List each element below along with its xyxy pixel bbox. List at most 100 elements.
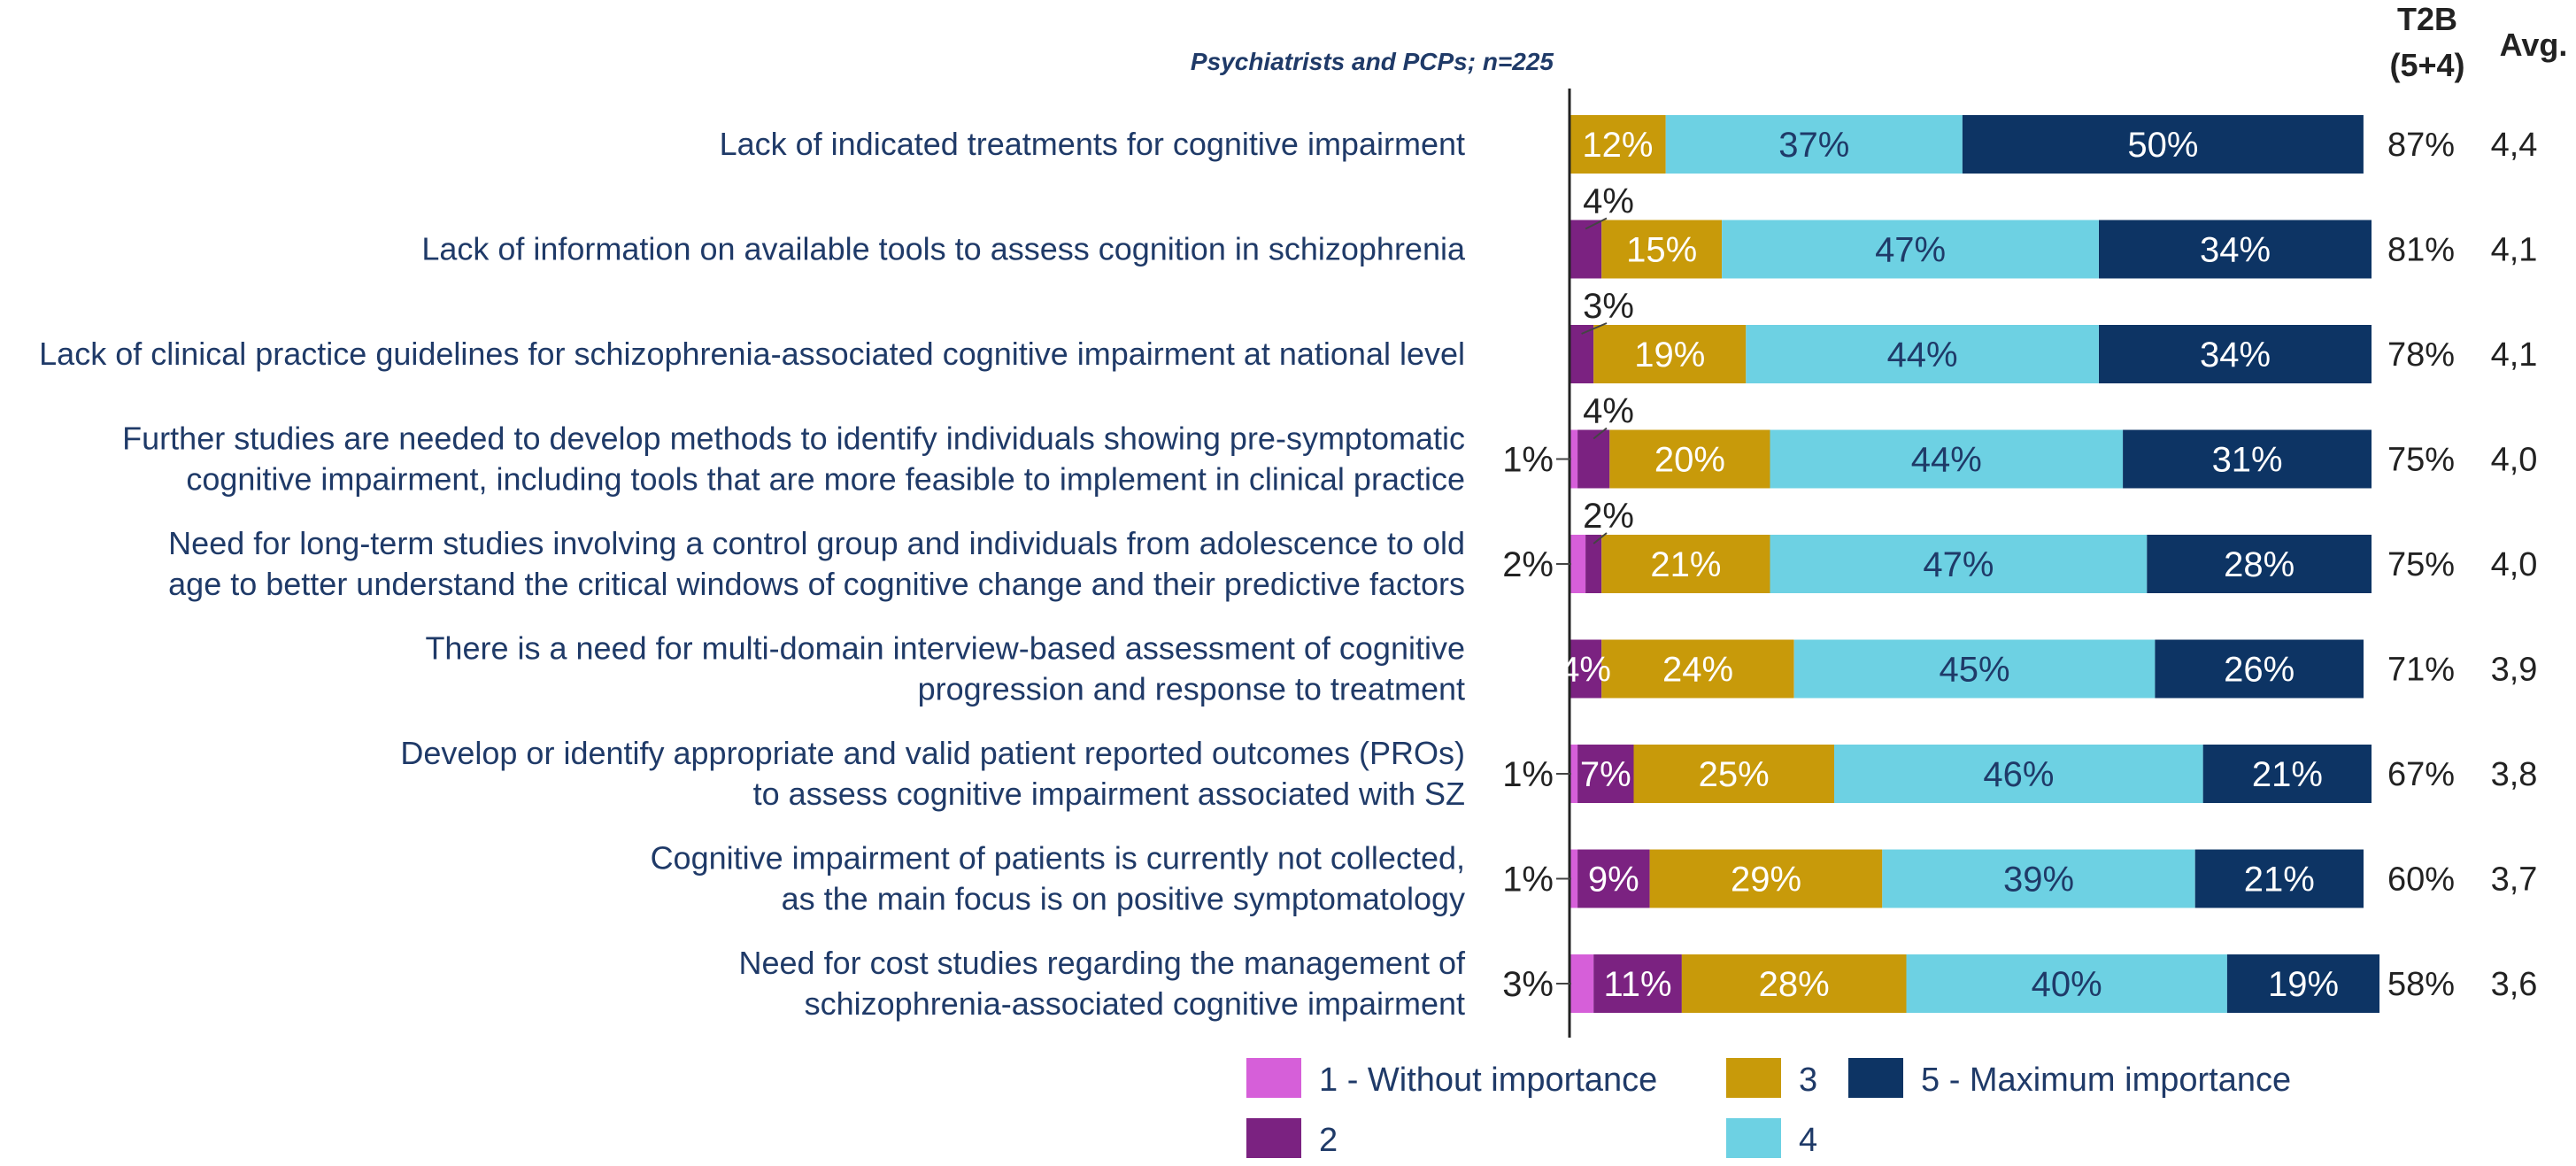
data-label: 29% xyxy=(1731,861,1801,900)
data-label: 44% xyxy=(1911,441,1982,480)
bar-segment-5 xyxy=(2194,849,2364,908)
data-label: 19% xyxy=(2268,965,2339,1004)
t2b-value: 75% xyxy=(2387,442,2455,479)
data-label: 4% xyxy=(1560,651,1611,690)
data-label: 46% xyxy=(1983,755,2054,794)
category-label: Further studies are needed to develop me… xyxy=(122,421,1465,457)
data-label: 9% xyxy=(1588,861,1639,900)
t2b-value: 81% xyxy=(2387,232,2455,269)
t2b-value: 78% xyxy=(2387,336,2455,374)
legend-swatch xyxy=(1848,1058,1903,1098)
bar-segment-4 xyxy=(1722,220,2099,279)
data-label: 19% xyxy=(1634,336,1705,375)
category-label: Lack of clinical practice guidelines for… xyxy=(39,336,1465,372)
bar-segment-5 xyxy=(2202,745,2372,803)
data-label: 34% xyxy=(2200,231,2271,270)
category-label: as the main focus is on positive symptom… xyxy=(782,881,1465,917)
category-label: Need for long-term studies involving a c… xyxy=(168,525,1465,561)
bar-segment-2 xyxy=(1570,220,1602,279)
data-label: 34% xyxy=(2200,336,2271,375)
legend-label: 1 - Without importance xyxy=(1319,1062,1657,1099)
data-label-outside: 1% xyxy=(1502,441,1554,480)
bar-segment-5 xyxy=(2155,639,2364,699)
data-label: 47% xyxy=(1875,231,1946,270)
avg-value: 4,0 xyxy=(2491,442,2538,479)
bar-segment-2 xyxy=(1570,639,1602,699)
bar-segment-4 xyxy=(1665,115,1963,174)
bar-segment-4 xyxy=(1882,849,2195,908)
legend-swatch xyxy=(1726,1118,1781,1158)
label-leader-line xyxy=(1585,217,1608,230)
t2b-value: 60% xyxy=(2387,861,2455,899)
legend-label: 2 xyxy=(1319,1122,1338,1159)
data-label: 21% xyxy=(1650,545,1721,584)
data-label: 50% xyxy=(2127,126,2198,165)
bar-segment-1 xyxy=(1570,954,1594,1013)
legend-label: 4 xyxy=(1799,1122,1817,1159)
category-label: There is a need for multi-domain intervi… xyxy=(425,630,1465,667)
bar-segment-3 xyxy=(1649,849,1883,908)
label-leader-line xyxy=(1581,322,1608,335)
bar-segment-2 xyxy=(1570,325,1594,383)
legend-swatch xyxy=(1726,1058,1781,1098)
bar-segment-3 xyxy=(1681,954,1907,1013)
data-label: 20% xyxy=(1654,441,1725,480)
category-label: Need for cost studies regarding the mana… xyxy=(739,945,1466,981)
bar-segment-1 xyxy=(1570,849,1578,908)
avg-value: 4,1 xyxy=(2491,336,2538,374)
avg-value: 4,1 xyxy=(2491,232,2538,269)
avg-value: 4,0 xyxy=(2491,546,2538,583)
t2b-value: 67% xyxy=(2387,756,2455,793)
t2b-value: 87% xyxy=(2387,127,2455,164)
data-label: 31% xyxy=(2212,441,2283,480)
data-label: 28% xyxy=(1759,965,1830,1004)
bar-segment-5 xyxy=(2226,954,2379,1013)
bar-segment-2 xyxy=(1577,849,1650,908)
t2b-header-sub: (5+4) xyxy=(2389,47,2464,83)
bar-segment-3 xyxy=(1601,220,1723,279)
data-label: 7% xyxy=(1580,755,1631,794)
bar-segment-4 xyxy=(1770,429,2124,489)
data-label: 25% xyxy=(1699,755,1770,794)
data-label-above: 4% xyxy=(1583,392,1634,431)
label-leader-line xyxy=(1593,427,1608,440)
bar-segment-2 xyxy=(1577,429,1610,489)
data-label-outside: 3% xyxy=(1502,965,1554,1004)
data-label: 40% xyxy=(2032,965,2102,1004)
bar-segment-5 xyxy=(1962,115,2364,174)
bar-segment-1 xyxy=(1570,745,1578,803)
data-label: 11% xyxy=(1603,965,1671,1004)
bar-segment-4 xyxy=(1906,954,2227,1013)
category-label: Lack of indicated treatments for cogniti… xyxy=(720,126,1465,162)
t2b-value: 75% xyxy=(2387,546,2455,583)
legend-label: 3 xyxy=(1799,1062,1817,1099)
data-label: 12% xyxy=(1582,126,1653,165)
data-label: 44% xyxy=(1887,336,1958,375)
category-label: progression and response to treatment xyxy=(918,671,1465,707)
category-label: Develop or identify appropriate and vali… xyxy=(400,735,1465,771)
avg-value: 4,4 xyxy=(2491,127,2538,164)
data-label-above: 2% xyxy=(1583,497,1634,536)
data-label-above: 3% xyxy=(1583,287,1634,326)
t2b-value: 58% xyxy=(2387,966,2455,1003)
data-label-above: 4% xyxy=(1583,182,1634,221)
data-label: 21% xyxy=(2252,755,2323,794)
avg-value: 3,6 xyxy=(2491,966,2538,1003)
bar-segment-5 xyxy=(2147,535,2372,593)
data-label-outside: 2% xyxy=(1502,545,1554,584)
bar-segment-1 xyxy=(1570,429,1578,489)
bar-segment-2 xyxy=(1585,535,1602,593)
bar-segment-3 xyxy=(1601,535,1770,593)
bar-segment-4 xyxy=(1770,535,2148,593)
bar-segment-4 xyxy=(1793,639,2156,699)
data-label: 21% xyxy=(2244,861,2315,900)
t2b-header: T2B xyxy=(2397,1,2457,37)
bar-segment-4 xyxy=(1746,325,2099,383)
category-label: to assess cognitive impairment associate… xyxy=(753,776,1465,812)
data-label: 47% xyxy=(1923,545,1994,584)
bar-segment-1 xyxy=(1570,535,1586,593)
bar-segment-3 xyxy=(1593,325,1747,383)
avg-value: 3,7 xyxy=(2491,861,2538,899)
data-label-outside: 1% xyxy=(1502,755,1554,794)
